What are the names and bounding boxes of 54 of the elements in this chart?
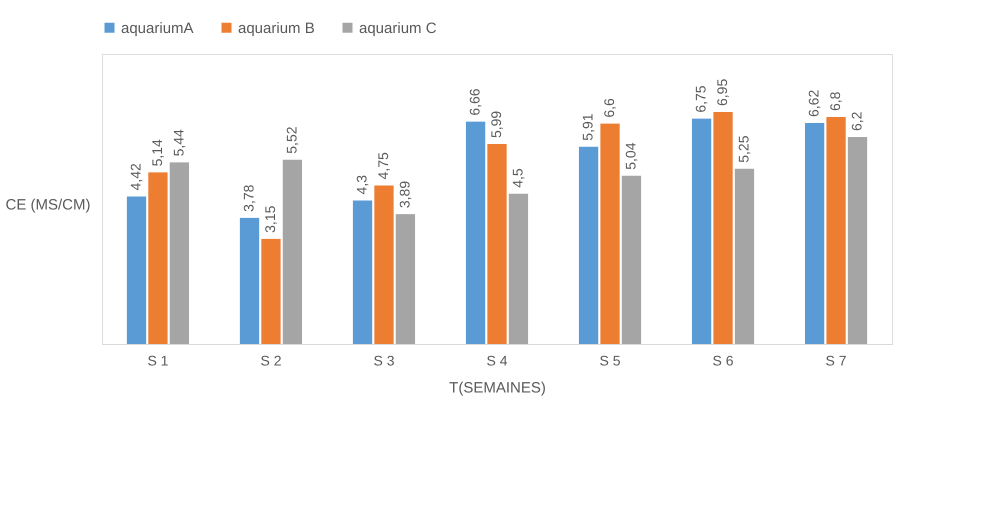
data-label: 6,66 (466, 88, 483, 116)
bar (148, 172, 168, 344)
legend-label: aquarium B (238, 20, 315, 37)
x-tick-label: S 2 (260, 352, 282, 368)
bar (396, 214, 416, 344)
bar (578, 146, 598, 344)
bar (804, 123, 824, 344)
bar (487, 144, 507, 344)
data-label: 6,75 (692, 85, 709, 113)
bar (713, 112, 733, 344)
data-label: 5,91 (580, 113, 596, 141)
data-label: 5,14 (148, 138, 165, 166)
bar (734, 168, 754, 344)
data-label: 3,78 (240, 184, 257, 212)
data-label: 6,8 (827, 91, 844, 112)
data-label: 3,89 (396, 180, 412, 208)
bar (261, 238, 281, 344)
bar (848, 137, 868, 344)
x-tick-label: S 5 (600, 352, 621, 368)
x-tick-label: S 7 (826, 352, 847, 368)
x-tick-label: S 6 (712, 352, 734, 368)
x-tick-label: S 1 (147, 352, 169, 368)
bar (466, 122, 486, 344)
x-tick-label: S 4 (486, 352, 508, 368)
bar (622, 176, 642, 344)
y-axis-title: CE (MS/CM) (6, 196, 90, 214)
data-label: 4,3 (354, 174, 370, 194)
bar (508, 194, 528, 344)
data-label: 5,25 (735, 135, 752, 163)
legend-label: aquariumA (121, 20, 194, 37)
x-axis-title: T(SEMAINES) (449, 380, 546, 396)
data-label: 6,2 (848, 111, 864, 132)
data-label: 6,95 (714, 78, 730, 106)
data-label: 6,62 (806, 90, 822, 118)
data-label: 4,75 (374, 152, 391, 180)
data-label: 6,6 (601, 98, 618, 118)
data-label: 5,04 (622, 142, 638, 170)
bar (240, 218, 260, 344)
bar (600, 124, 620, 344)
bar (692, 118, 712, 344)
data-label: 5,44 (170, 128, 186, 156)
x-tick-label: S 3 (373, 352, 395, 368)
bar (170, 162, 190, 344)
bar (126, 196, 146, 344)
data-label: 3,15 (262, 205, 278, 233)
data-label: 4,5 (509, 168, 526, 188)
bar (374, 185, 394, 344)
bar (826, 117, 846, 344)
data-label: 4,42 (128, 162, 144, 190)
data-label: 5,99 (488, 110, 504, 138)
data-label: 5,52 (283, 126, 300, 154)
legend-label: aquarium C (359, 20, 437, 37)
bar (282, 160, 302, 344)
bar (352, 200, 372, 344)
